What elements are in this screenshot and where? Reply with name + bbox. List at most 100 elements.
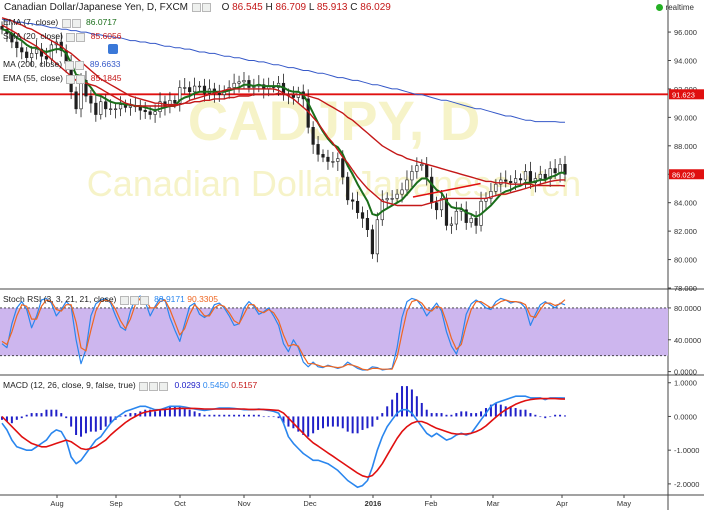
candle-body xyxy=(509,181,513,184)
macd-hist-bar xyxy=(40,413,43,417)
price-tick-label: 94.000 xyxy=(674,57,697,66)
macd-hist-bar xyxy=(396,392,399,417)
chart-header: Canadian Dollar/Japanese Yen, D, FXCM O … xyxy=(4,2,391,13)
macd-hist-bar xyxy=(470,413,473,417)
macd-close-button[interactable] xyxy=(159,381,169,391)
macd-hist-bar xyxy=(460,411,463,417)
candle-body xyxy=(538,173,542,179)
stoch-settings-button[interactable] xyxy=(119,295,129,305)
macd-hist-bar xyxy=(371,416,374,427)
macd-hist-bar xyxy=(104,416,107,427)
macd-tick-label: 1.0000 xyxy=(674,379,697,388)
macd-hist-bar xyxy=(504,406,507,417)
sma20-visibility-button[interactable] xyxy=(76,32,86,42)
candle-body xyxy=(385,198,389,201)
macd-hist-bar xyxy=(351,416,354,434)
candle-body xyxy=(143,109,147,112)
ohlc-high: 86.709 xyxy=(275,2,307,14)
macd-hist-bar xyxy=(455,413,458,417)
last-price-tag: 86.029 xyxy=(672,170,695,179)
watermark-symbol: CADJPY, D xyxy=(188,89,481,152)
legend-stoch[interactable]: Stoch RSI (3, 3, 21, 21, close) 83.9171 … xyxy=(3,294,218,305)
ema7-settings-button[interactable] xyxy=(61,18,71,28)
macd-hist-bar xyxy=(534,414,537,417)
stoch-close-button[interactable] xyxy=(139,295,149,305)
macd-hist-bar xyxy=(272,416,275,418)
candle-body xyxy=(454,210,458,225)
candle-body xyxy=(197,85,202,88)
candle-body xyxy=(232,82,236,88)
candle-body xyxy=(425,163,429,178)
macd-hist-bar xyxy=(238,414,241,417)
macd-hist-bar xyxy=(494,402,497,417)
macd-hist-bar xyxy=(178,406,181,417)
legend-macd[interactable]: MACD (12, 26, close, 9, false, true) 0.0… xyxy=(3,380,257,391)
legend-ema7[interactable]: EMA (7, close) 86.0717 xyxy=(3,17,117,28)
candles-group xyxy=(0,21,567,263)
candle-body xyxy=(355,200,360,213)
stoch-visibility-button[interactable] xyxy=(129,295,139,305)
candle-body xyxy=(346,176,350,201)
macd-hist-bar xyxy=(70,416,73,427)
candle-body xyxy=(464,209,468,223)
series-line-ema55 xyxy=(1,17,566,187)
macd-hist-bar xyxy=(559,414,562,417)
candle-body xyxy=(242,80,246,83)
macd-visibility-button[interactable] xyxy=(149,381,159,391)
header-buttons[interactable] xyxy=(191,2,211,13)
candle-body xyxy=(504,179,508,182)
candle-body xyxy=(341,158,345,178)
macd-hist-bar xyxy=(60,413,63,417)
ema55-settings-button[interactable] xyxy=(66,74,76,84)
legend-ema55[interactable]: EMA (55, close) 85.1845 xyxy=(3,73,121,84)
candle-body xyxy=(375,219,379,255)
candle-body xyxy=(514,178,518,184)
ema7-visibility-button[interactable] xyxy=(71,18,81,28)
candle-body xyxy=(237,81,241,84)
macd-hist-bar xyxy=(223,414,226,417)
ema55-visibility-button[interactable] xyxy=(76,74,86,84)
candle-body xyxy=(499,179,503,185)
price-tick-label: 80.000 xyxy=(674,256,697,265)
ohlc-low-key: L xyxy=(308,2,315,14)
price-tick-label: 88.000 xyxy=(674,142,697,151)
ma200-visibility-button[interactable] xyxy=(75,60,85,70)
ma200-settings-button[interactable] xyxy=(65,60,75,70)
macd-hist-bar xyxy=(252,414,255,417)
macd-hist-bar xyxy=(15,416,18,420)
candle-body xyxy=(183,87,187,89)
series-line-ema7 xyxy=(1,28,565,218)
candle-body xyxy=(434,202,439,211)
ohlc-close: 86.029 xyxy=(360,2,391,14)
legend-sma20[interactable]: SMA (20, close) 85.6056 xyxy=(3,31,121,42)
macd-hist-bar xyxy=(489,404,492,417)
macd-settings-button[interactable] xyxy=(139,381,149,391)
macd-hist-bar xyxy=(435,413,438,417)
price-tick-label: 84.000 xyxy=(674,199,697,208)
macd-hist-bar xyxy=(282,416,285,424)
macd-hist-bar xyxy=(326,416,329,427)
macd-hist-bar xyxy=(84,416,87,434)
price-tick-label: 96.000 xyxy=(674,28,697,37)
macd-hist-bar xyxy=(302,416,305,435)
ohlc-high-key: H xyxy=(265,2,273,14)
legend-ma200[interactable]: MA (200, close) 89.6633 xyxy=(3,59,121,70)
candle-body xyxy=(173,100,177,104)
macd-hist-bar xyxy=(519,409,522,417)
candle-body xyxy=(360,212,365,219)
collapse-legend-icon[interactable] xyxy=(108,44,118,54)
candle-body xyxy=(558,163,562,174)
candle-body xyxy=(49,44,53,60)
sma20-settings-button[interactable] xyxy=(66,32,76,42)
visibility-button[interactable] xyxy=(201,2,211,12)
price-tick-label: 90.000 xyxy=(674,113,697,122)
macd-hist-bar xyxy=(549,416,552,418)
legend-ema7-label: EMA (7, close) xyxy=(3,17,59,27)
settings-button[interactable] xyxy=(191,2,201,12)
price-tick-label: 78.000 xyxy=(674,284,697,293)
legend-ema7-value: 86.0717 xyxy=(86,17,117,27)
stoch-k-line xyxy=(1,295,566,371)
trendline xyxy=(412,182,481,198)
